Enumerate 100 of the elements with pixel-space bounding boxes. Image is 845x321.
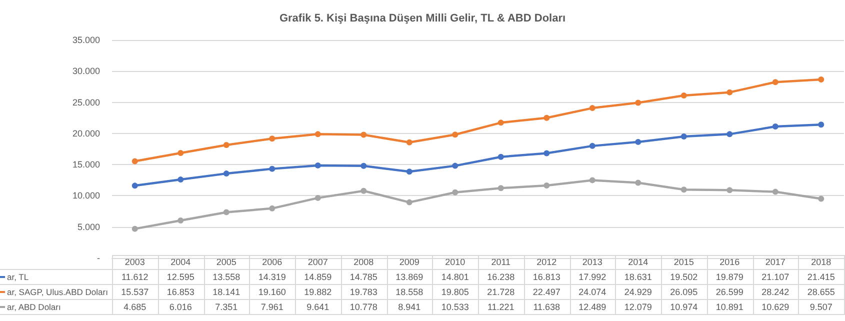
data-label: 10.533 <box>441 302 469 312</box>
point <box>314 162 321 168</box>
data-label: 21.728 <box>487 287 515 297</box>
data-label: 19.882 <box>304 287 332 297</box>
data-label: 21.107 <box>762 272 790 282</box>
data-label: 24.074 <box>578 287 606 297</box>
x-tick-label: 2009 <box>399 257 420 267</box>
point <box>589 177 596 184</box>
point <box>132 182 138 189</box>
point <box>589 142 596 149</box>
point <box>498 120 504 126</box>
data-label: 16.238 <box>487 272 515 282</box>
point <box>635 100 642 106</box>
x-tick-label: 2008 <box>354 257 374 267</box>
data-label: 26.095 <box>670 287 698 297</box>
data-label: 11.612 <box>121 272 148 282</box>
point <box>544 182 550 189</box>
point <box>544 150 550 156</box>
point <box>544 114 550 121</box>
point <box>498 185 504 192</box>
data-label: 18.558 <box>396 287 424 297</box>
point <box>726 89 733 96</box>
point <box>269 166 276 172</box>
data-label: 19.502 <box>670 272 698 282</box>
x-tick-label: 2004 <box>170 257 191 267</box>
point <box>818 76 824 83</box>
point <box>314 131 321 138</box>
point <box>360 132 367 138</box>
point <box>360 188 367 194</box>
data-label: 12.595 <box>166 272 194 282</box>
y-tick-label: 5.000 <box>77 222 100 232</box>
point <box>132 226 138 232</box>
x-tick-label: 2011 <box>491 257 511 267</box>
data-label: 16.813 <box>532 272 560 282</box>
data-label: 19.805 <box>441 287 469 297</box>
data-label: 8.941 <box>398 302 421 312</box>
data-label: 11.221 <box>487 302 514 312</box>
point <box>360 162 367 169</box>
x-tick-label: 2005 <box>216 257 236 267</box>
x-tick-label: 2018 <box>811 257 832 267</box>
y-tick-label: 20.000 <box>72 128 100 138</box>
point <box>178 218 184 224</box>
point <box>635 138 642 145</box>
x-tick-label: 2012 <box>536 257 557 267</box>
x-tick-label: 2013 <box>582 257 602 267</box>
data-label: 9.507 <box>810 302 832 312</box>
point <box>772 188 778 195</box>
data-label: 24.929 <box>624 287 652 297</box>
data-label: 21.415 <box>807 272 835 282</box>
y-tick-label: - <box>97 253 100 263</box>
data-label: 18.141 <box>212 287 240 297</box>
data-label: 19.879 <box>716 272 744 282</box>
y-tick-label: 30.000 <box>72 66 100 76</box>
x-tick-label: 2006 <box>262 257 282 267</box>
data-label: 19.160 <box>258 287 286 297</box>
point <box>223 170 230 177</box>
point <box>772 79 778 86</box>
data-label: 12.489 <box>578 302 606 312</box>
point <box>406 199 412 206</box>
point <box>726 131 733 138</box>
x-tick-label: 2014 <box>628 257 648 267</box>
data-label: 22.497 <box>532 287 560 297</box>
point <box>178 150 184 156</box>
legend-label: ar, ABD Doları <box>7 302 61 312</box>
point <box>223 209 230 216</box>
point <box>452 132 458 138</box>
data-label: 14.859 <box>304 272 332 282</box>
data-label: 6.016 <box>169 302 192 312</box>
y-tick-label: 35.000 <box>72 35 100 45</box>
point <box>269 136 276 142</box>
x-tick-label: 2007 <box>308 257 328 267</box>
data-label: 17.992 <box>578 272 606 282</box>
data-label: 13.869 <box>396 272 424 282</box>
y-tick-label: 10.000 <box>72 190 100 201</box>
point <box>680 92 687 98</box>
data-label: 7.961 <box>260 302 284 312</box>
data-label: 13.558 <box>212 272 240 282</box>
x-tick-label: 2010 <box>445 257 466 267</box>
point <box>772 124 778 130</box>
data-label: 10.778 <box>350 302 378 312</box>
point <box>680 134 687 140</box>
chart-title: Grafik 5. Kişi Başına Düşen Milli Gelir, TL & ABD Doları <box>279 12 566 24</box>
data-label: 15.537 <box>121 287 149 297</box>
data-label: 14.785 <box>350 272 378 282</box>
data-label: 7.351 <box>215 302 238 312</box>
data-label: 16.853 <box>166 287 194 297</box>
point <box>818 122 824 128</box>
point <box>589 105 596 112</box>
x-tick-label: 2003 <box>124 257 145 267</box>
data-label: 4.685 <box>124 302 146 312</box>
point <box>498 154 504 160</box>
x-tick-label: 2017 <box>765 257 786 267</box>
y-tick-label: 15.000 <box>72 160 100 170</box>
data-label: 11.638 <box>533 302 560 312</box>
x-tick-label: 2015 <box>674 257 694 267</box>
point <box>269 205 276 212</box>
point <box>818 196 824 202</box>
point <box>452 189 458 196</box>
data-label: 26.599 <box>716 287 744 297</box>
data-label: 10.891 <box>716 302 744 312</box>
